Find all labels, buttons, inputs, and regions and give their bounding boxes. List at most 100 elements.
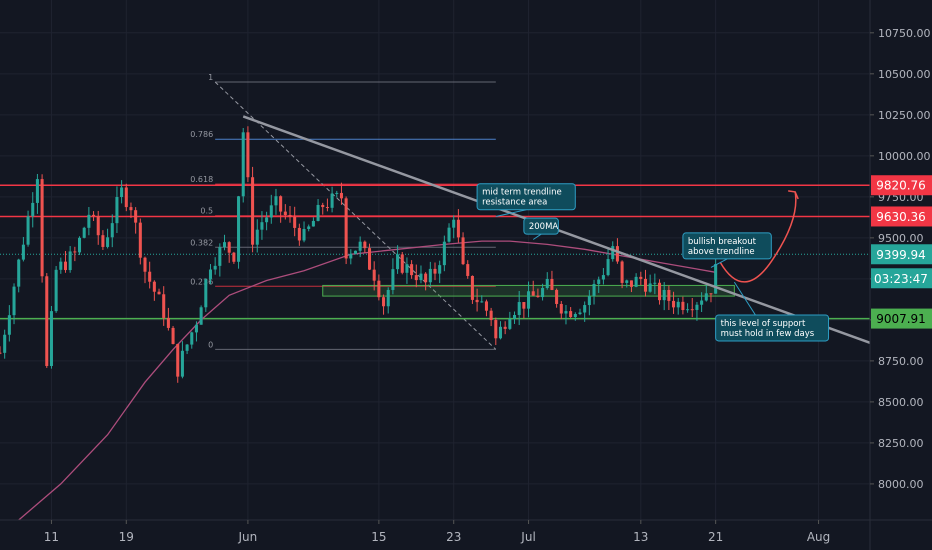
fib-level-label: 0 bbox=[208, 340, 213, 349]
y-tick-label: 8250.00 bbox=[878, 437, 924, 450]
candle-down bbox=[424, 273, 428, 283]
candle-down bbox=[124, 187, 128, 208]
candle-up bbox=[606, 259, 610, 276]
fib-level-label: 0.786 bbox=[190, 130, 213, 139]
y-tick-label: 8750.00 bbox=[878, 355, 924, 368]
candle-down bbox=[461, 237, 465, 265]
candle-down bbox=[657, 282, 662, 301]
candle-up bbox=[59, 261, 63, 270]
candle-down bbox=[63, 261, 68, 271]
candle-up bbox=[307, 226, 311, 230]
current-price-badge-bg bbox=[871, 244, 932, 265]
candle-up bbox=[208, 269, 213, 280]
x-axis-panel bbox=[0, 520, 932, 550]
candle-down bbox=[690, 309, 694, 311]
support-price-badge: 9007.91 bbox=[876, 312, 926, 326]
candle-up bbox=[110, 223, 114, 238]
candle-up bbox=[583, 305, 587, 313]
x-tick-label: Jun bbox=[238, 530, 258, 544]
x-tick-label: 19 bbox=[119, 530, 134, 544]
candle-down bbox=[251, 177, 255, 245]
candle-up bbox=[517, 302, 521, 316]
candle-up bbox=[353, 250, 358, 254]
candle-up bbox=[204, 279, 208, 308]
candle-down bbox=[321, 204, 325, 208]
candle-down bbox=[667, 289, 671, 301]
candle-down bbox=[681, 301, 685, 311]
candle-up bbox=[676, 301, 680, 308]
candle-down bbox=[367, 248, 372, 270]
candle-up bbox=[106, 237, 110, 247]
candle-down bbox=[40, 179, 44, 277]
candle-down bbox=[138, 222, 142, 258]
chart-grid bbox=[0, 0, 870, 520]
candle-down bbox=[615, 246, 619, 262]
candle-up bbox=[714, 264, 718, 294]
candle-down bbox=[639, 276, 643, 279]
candle-down bbox=[157, 291, 161, 295]
candle-up bbox=[704, 293, 708, 301]
candle-up bbox=[180, 350, 184, 377]
candle-down bbox=[101, 235, 105, 247]
candlesticks bbox=[0, 126, 718, 383]
candle-down bbox=[227, 242, 231, 253]
candle-up bbox=[311, 220, 315, 227]
candle-down bbox=[456, 219, 460, 238]
candle-up bbox=[194, 324, 198, 333]
ma-200-line bbox=[18, 240, 716, 521]
candle-down bbox=[45, 276, 49, 366]
candle-up bbox=[199, 307, 203, 325]
candle-down bbox=[433, 268, 437, 274]
candle-down bbox=[162, 294, 166, 318]
fib-level-label: 0.382 bbox=[190, 238, 213, 247]
fib-level-label: 0.5 bbox=[200, 207, 213, 216]
candle-down bbox=[297, 227, 301, 241]
x-tick-label: 21 bbox=[708, 530, 723, 544]
candle-down bbox=[531, 291, 535, 296]
candle-down bbox=[232, 252, 236, 262]
candle-up bbox=[527, 291, 531, 309]
candle-up bbox=[12, 286, 16, 316]
annotation-text: 200MA bbox=[529, 222, 559, 232]
y-tick-label: 8000.00 bbox=[878, 478, 924, 491]
annotation-box bbox=[476, 183, 576, 211]
candle-down bbox=[382, 297, 386, 307]
candle-up bbox=[695, 304, 699, 310]
candle-up bbox=[428, 268, 432, 283]
candle-up bbox=[17, 259, 21, 287]
candle-down bbox=[134, 210, 138, 223]
candle-down bbox=[400, 254, 404, 273]
candle-up bbox=[3, 334, 7, 353]
candle-up bbox=[7, 315, 11, 335]
candle-up bbox=[442, 241, 446, 266]
fib-diagonal bbox=[214, 81, 497, 350]
candle-up bbox=[592, 283, 596, 296]
candle-up bbox=[358, 241, 362, 251]
candle-down bbox=[410, 264, 414, 276]
annotation-text: bullish breakout bbox=[688, 237, 757, 247]
candle-down bbox=[629, 280, 633, 287]
candle-up bbox=[255, 229, 259, 245]
candle-up bbox=[634, 276, 638, 287]
candle-up bbox=[625, 280, 629, 283]
candle-down bbox=[325, 207, 329, 209]
candle-up bbox=[578, 312, 582, 314]
annotation-box bbox=[523, 217, 559, 235]
candle-down bbox=[279, 196, 283, 212]
fib-level-label: 0.618 bbox=[190, 175, 213, 184]
candle-up bbox=[120, 187, 124, 198]
x-tick-label: 11 bbox=[44, 530, 59, 544]
annotation-text: this level of support bbox=[721, 319, 806, 329]
candle-up bbox=[611, 246, 615, 260]
annotation-text: mid term trendline bbox=[482, 188, 562, 198]
candle-up bbox=[54, 269, 58, 312]
candle-up bbox=[545, 278, 549, 288]
candle-up bbox=[190, 332, 194, 345]
candle-up bbox=[597, 279, 601, 284]
annotation-pointer bbox=[710, 258, 728, 268]
candle-up bbox=[335, 192, 339, 194]
annotation-box bbox=[715, 314, 830, 342]
